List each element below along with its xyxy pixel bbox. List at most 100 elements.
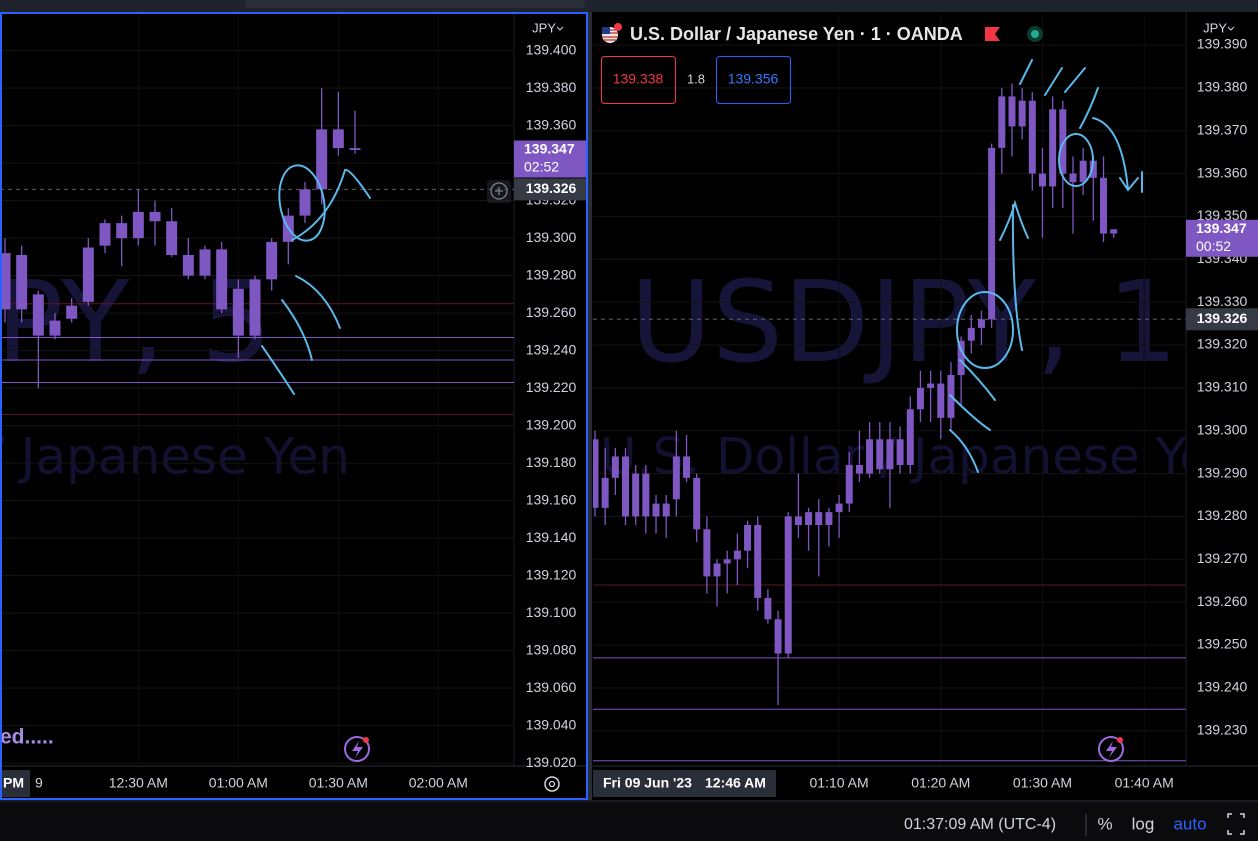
last-price-box bbox=[1186, 219, 1258, 257]
candle-body bbox=[1110, 229, 1118, 234]
y-tick-label: 139.250 bbox=[1197, 636, 1248, 652]
bid-box[interactable] bbox=[601, 56, 676, 104]
panel-divider bbox=[588, 12, 592, 802]
chart-title: U.S. Dollar / Japanese Yen · 1 · OANDA bbox=[630, 24, 963, 44]
fullscreen-icon[interactable] bbox=[1227, 813, 1245, 835]
candle-body bbox=[32, 294, 44, 336]
scribble bbox=[1019, 59, 1143, 193]
candle-body bbox=[182, 255, 194, 276]
candle-body bbox=[116, 223, 128, 239]
candle-body bbox=[1100, 177, 1107, 234]
y-tick-label: 139.360 bbox=[526, 116, 577, 132]
x-tick-label: 01:10 AM bbox=[810, 775, 869, 791]
y-tick-label: 139.260 bbox=[1197, 593, 1248, 609]
time-label-date: Fri 09 Jun '23 bbox=[603, 775, 692, 791]
watermark: USDJPY, 1 bbox=[630, 258, 1178, 388]
y-tick-label: 139.100 bbox=[526, 604, 577, 620]
time-label-fragment: PM bbox=[3, 775, 24, 791]
tab bbox=[245, 0, 585, 8]
y-tick-label: 139.230 bbox=[1197, 721, 1248, 737]
candle-body bbox=[1079, 160, 1087, 183]
candle-body bbox=[937, 383, 945, 418]
candle-body bbox=[825, 512, 833, 525]
candle-body bbox=[332, 129, 344, 149]
candle-body bbox=[349, 148, 361, 150]
candle-body bbox=[0, 253, 11, 310]
active-panel-border bbox=[0, 12, 588, 800]
charts: USDJPY, 5U.S. Dollar / Japanese Yen 139.4… bbox=[0, 15, 1258, 797]
y-tick-label: 139.140 bbox=[526, 529, 577, 545]
scribble bbox=[291, 168, 371, 241]
top-strip bbox=[0, 0, 1258, 12]
currency-menu[interactable]: JPY bbox=[1203, 20, 1227, 35]
bid-price[interactable]: 139.338 bbox=[613, 71, 664, 87]
ask-box[interactable] bbox=[716, 56, 791, 104]
scribble bbox=[278, 164, 326, 242]
candle-body bbox=[977, 319, 985, 328]
x-tick-label: 01:30 AM bbox=[309, 775, 368, 791]
alert-flag[interactable] bbox=[985, 27, 1000, 41]
candle-body bbox=[316, 129, 328, 190]
y-tick-label: 139.220 bbox=[526, 379, 577, 395]
scribble bbox=[281, 299, 313, 361]
percent-toggle[interactable]: % bbox=[1097, 814, 1112, 833]
scribble bbox=[956, 291, 1014, 369]
y-tick-label: 139.310 bbox=[1197, 379, 1248, 395]
candle-body bbox=[1018, 100, 1026, 127]
candle-body bbox=[1089, 160, 1097, 178]
time-label-fragment: 9 bbox=[35, 775, 43, 791]
time-label-box bbox=[593, 770, 776, 797]
candle-body bbox=[703, 529, 711, 577]
lightning-icon[interactable] bbox=[344, 736, 1124, 762]
candle-body bbox=[805, 512, 813, 525]
candle-body bbox=[642, 473, 650, 517]
x-tick-label: 01:40 AM bbox=[1115, 775, 1174, 791]
candle-body bbox=[166, 221, 178, 255]
candle-body bbox=[232, 288, 244, 336]
countdown-label: 00:52 bbox=[1196, 238, 1231, 254]
ask-price[interactable]: 139.356 bbox=[728, 71, 779, 87]
currency-chevron[interactable] bbox=[1227, 26, 1235, 31]
currency-menu[interactable]: JPY bbox=[532, 20, 556, 35]
currency-chevron[interactable] bbox=[556, 26, 564, 31]
candle-body bbox=[1028, 100, 1036, 174]
candle-body bbox=[733, 550, 741, 560]
y-tick-label: 139.280 bbox=[526, 266, 577, 282]
y-tick-label: 139.260 bbox=[526, 304, 577, 320]
x-tick-label: 12:30 AM bbox=[109, 775, 168, 791]
candle-body bbox=[1069, 173, 1077, 183]
y-tick-label: 139.300 bbox=[526, 229, 577, 245]
y-tick-label: 139.240 bbox=[526, 341, 577, 357]
y-tick-label: 139.120 bbox=[526, 566, 577, 582]
scribble bbox=[1058, 133, 1094, 187]
y-tick-label: 139.360 bbox=[1197, 164, 1248, 180]
candle-body bbox=[611, 456, 619, 478]
y-tick-label: 139.390 bbox=[1197, 36, 1248, 52]
lightning-bolt bbox=[352, 741, 363, 758]
settings-icon[interactable] bbox=[544, 776, 560, 792]
candle-body bbox=[622, 456, 630, 517]
candle-body bbox=[693, 477, 701, 530]
candle-body bbox=[82, 247, 94, 302]
y-tick-label: 139.060 bbox=[526, 679, 577, 695]
auto-toggle[interactable]: auto bbox=[1173, 814, 1206, 833]
candle-body bbox=[249, 279, 261, 336]
lightning-ring bbox=[344, 736, 370, 762]
countdown-label: 02:52 bbox=[524, 159, 559, 175]
log-toggle[interactable]: log bbox=[1132, 814, 1155, 833]
settings-icon[interactable] bbox=[548, 780, 556, 788]
y-tick-label: 139.330 bbox=[1197, 293, 1248, 309]
scribble bbox=[999, 199, 1029, 351]
add-button[interactable] bbox=[487, 180, 511, 203]
candle-body bbox=[957, 340, 965, 375]
flag-badge bbox=[614, 23, 622, 31]
y-tick-label: 139.320 bbox=[1197, 336, 1248, 352]
time-label-time: 12:46 AM bbox=[705, 775, 766, 791]
candle-body bbox=[1008, 96, 1016, 127]
spread: 1.8 bbox=[687, 71, 705, 86]
candle-body bbox=[601, 477, 609, 508]
y-tick-label: 139.080 bbox=[526, 641, 577, 657]
last-price-label: 139.347 bbox=[524, 141, 575, 157]
candle-body bbox=[1049, 109, 1057, 187]
